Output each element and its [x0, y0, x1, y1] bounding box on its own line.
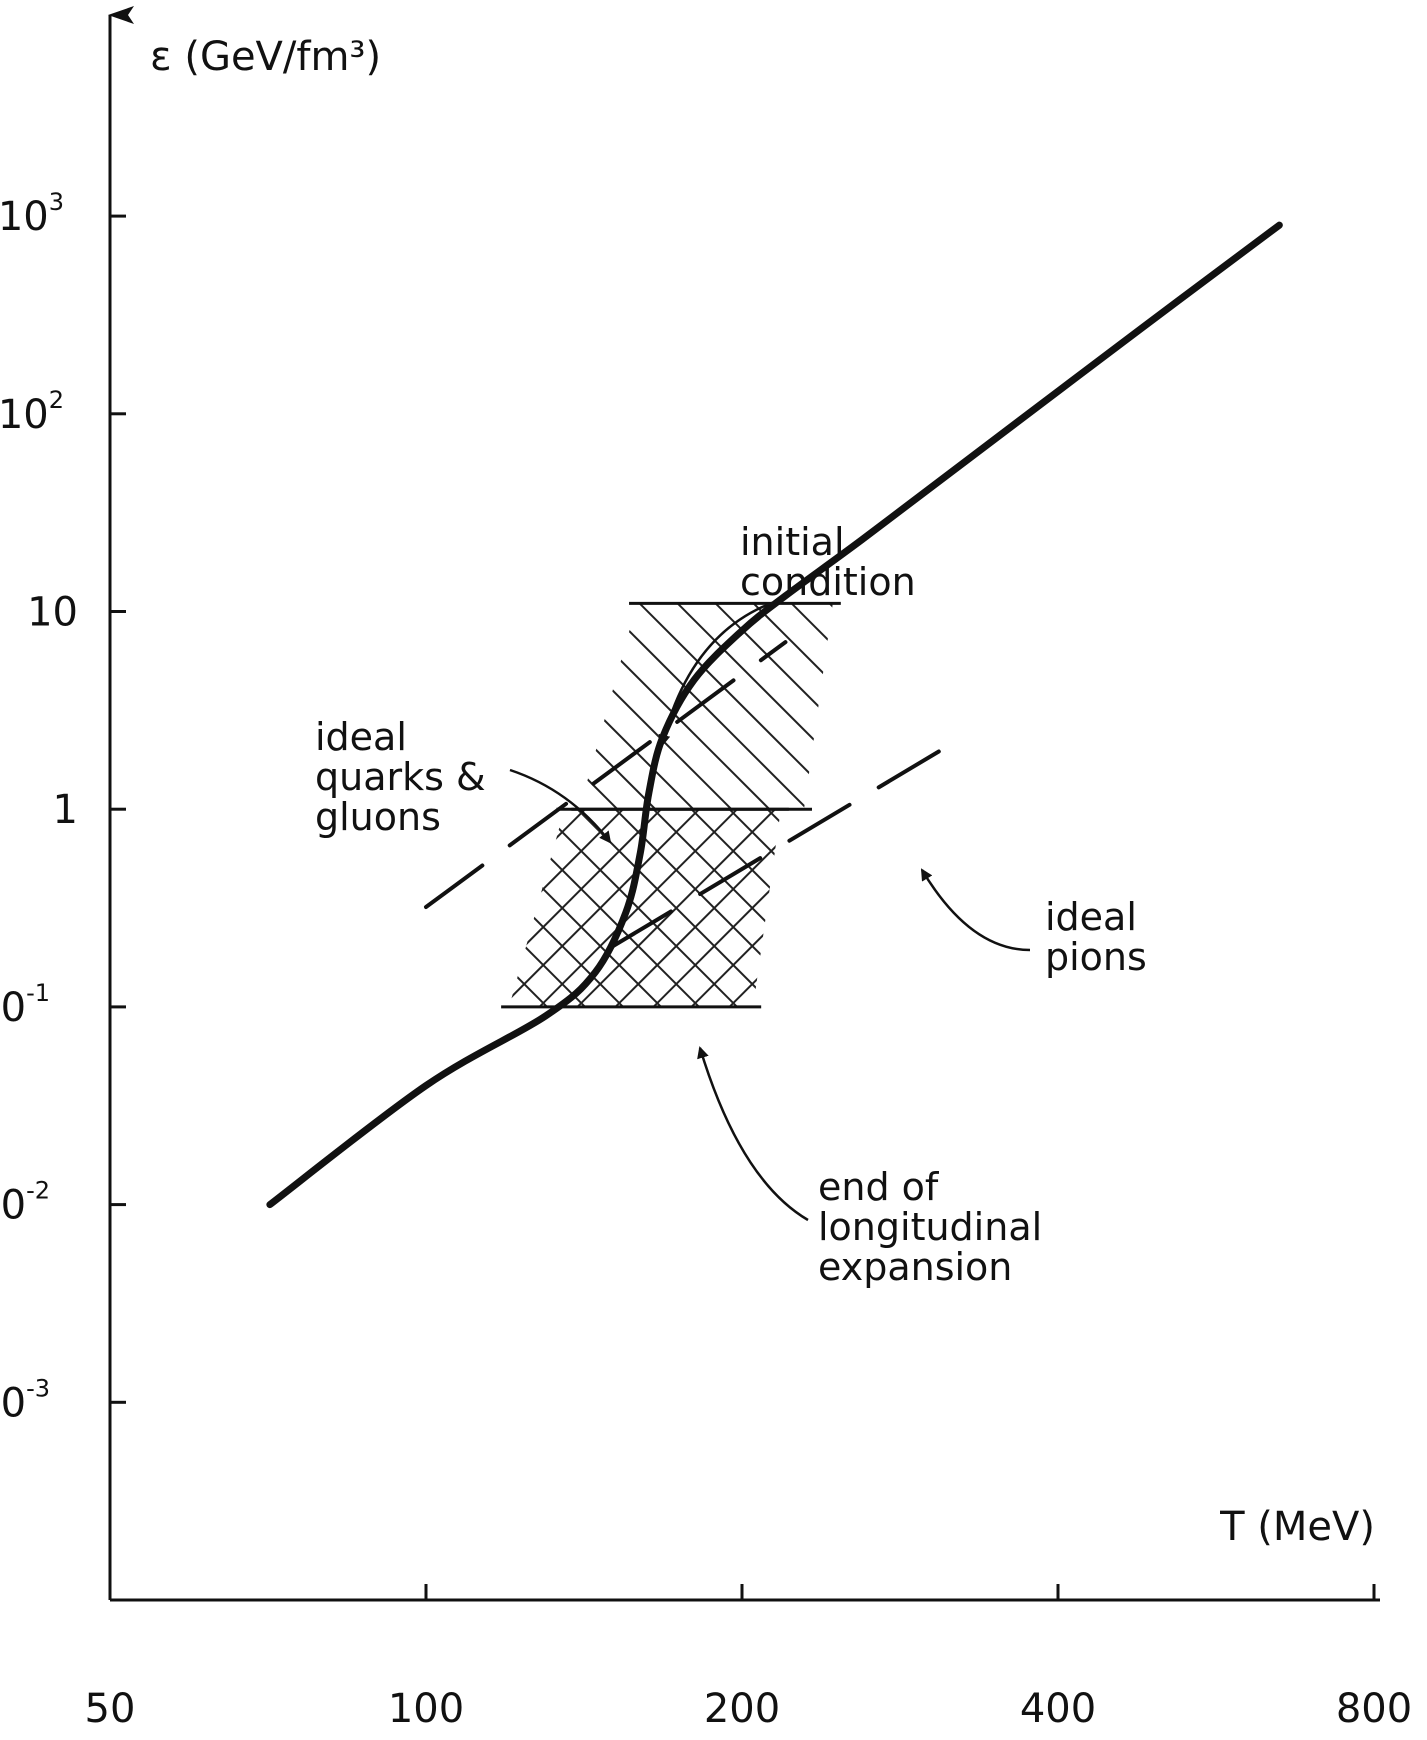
- annotation: ideal quarks & gluons: [315, 715, 612, 844]
- energy-density-curve: [266, 221, 1283, 1209]
- annotation-text: end of longitudinal expansion: [818, 1165, 1042, 1289]
- y-tick-label: 10-1: [0, 979, 50, 1031]
- ideal-gas-dashed-line: [608, 747, 944, 950]
- annotation-text: ideal pions: [1045, 895, 1147, 979]
- annotations: initial condition ideal quarks & gluons ideal…: [315, 520, 1147, 1289]
- hatch-line: [766, 809, 781, 1007]
- hatch-line: [843, 809, 1041, 1007]
- annotation-arrow: [509, 768, 612, 844]
- y-tick-label: 1: [53, 787, 78, 833]
- hatch-line: [805, 809, 1003, 1007]
- hatch-line: [766, 809, 781, 1007]
- annotation: initial condition: [658, 520, 916, 747]
- hatch-line: [579, 603, 657, 810]
- annotation-text: initial condition: [740, 520, 916, 604]
- x-tick-label: 800: [1336, 1686, 1412, 1732]
- hatch-line: [579, 603, 695, 810]
- hatch-line: [1020, 603, 1226, 809]
- hatch-line: [509, 809, 700, 1007]
- y-tick-label: 102: [0, 386, 64, 438]
- x-ticks: 50 100 200 400 800: [85, 1584, 1412, 1732]
- annotation: ideal pions: [920, 868, 1147, 979]
- series-lines: [266, 221, 1283, 1209]
- hatch-line: [676, 603, 833, 810]
- y-axis-label: ε (GeV/fm³): [150, 34, 381, 80]
- hatch-line: [843, 809, 1041, 1007]
- x-tick-label: 200: [704, 1686, 780, 1732]
- annotation: end of longitudinal expansion: [697, 1046, 1042, 1289]
- hatch-line: [805, 809, 1003, 1007]
- hatch-line: [579, 603, 733, 810]
- y-tick-label: 103: [0, 188, 64, 240]
- y-tick-label: 10: [27, 590, 78, 636]
- y-tick-label: 10-3: [0, 1374, 50, 1426]
- hatch-line: [509, 809, 662, 1007]
- hatch-line: [652, 809, 781, 1007]
- hatch-line: [944, 603, 1150, 809]
- x-axis-label: T (MeV): [1219, 1504, 1375, 1550]
- annotation-arrow: [697, 1046, 809, 1222]
- x-tick-label: 400: [1020, 1686, 1096, 1732]
- hatch-line: [790, 603, 833, 810]
- hatch-line: [828, 603, 833, 810]
- hatch-line: [982, 603, 1188, 809]
- annotation-arrow: [920, 868, 1031, 952]
- ideal-gas-dashed-line: [424, 640, 788, 910]
- hatch-line: [728, 809, 781, 1007]
- hatch-line: [690, 809, 781, 1007]
- hatch-line: [576, 809, 776, 1007]
- annotation-text: ideal quarks & gluons: [315, 715, 486, 839]
- x-tick-label: 50: [85, 1686, 136, 1732]
- hatch-line: [538, 809, 738, 1007]
- hatch-line: [752, 603, 833, 810]
- hatched-region: [571, 601, 1226, 811]
- x-tick-label: 100: [388, 1686, 464, 1732]
- hatch-line: [906, 603, 1112, 809]
- hatch-line: [509, 809, 586, 1007]
- hatch-line: [690, 809, 781, 1007]
- y-tick-label: 10-2: [0, 1177, 50, 1229]
- hatch-line: [868, 603, 1074, 809]
- y-ticks: 10310210110-110-210-3: [0, 188, 126, 1426]
- annotation-arrow: [658, 598, 781, 747]
- hatch-line: [600, 603, 809, 810]
